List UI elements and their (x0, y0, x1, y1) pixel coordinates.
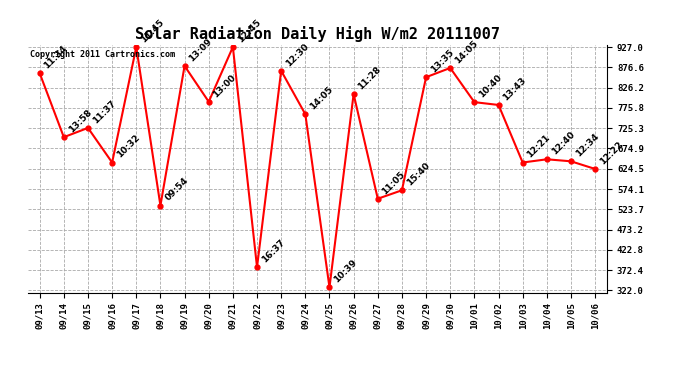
Text: 11:34: 11:34 (43, 44, 69, 70)
Text: 13:43: 13:43 (502, 75, 528, 102)
Text: Copyright 2011 Cartronics.com: Copyright 2011 Cartronics.com (30, 50, 175, 59)
Text: 16:37: 16:37 (260, 238, 286, 264)
Text: 10:32: 10:32 (115, 133, 141, 160)
Text: 11:37: 11:37 (91, 98, 117, 125)
Text: 11:28: 11:28 (357, 65, 383, 92)
Text: 11:05: 11:05 (381, 170, 407, 196)
Text: 12:30: 12:30 (284, 42, 310, 68)
Text: 12:22: 12:22 (598, 140, 624, 166)
Text: 15:40: 15:40 (405, 161, 431, 188)
Text: 12:34: 12:34 (574, 132, 600, 159)
Text: 14:05: 14:05 (308, 85, 335, 111)
Text: 13:58: 13:58 (67, 108, 93, 134)
Text: 12:21: 12:21 (526, 133, 552, 160)
Text: 13:00: 13:00 (212, 72, 238, 99)
Text: 11:45: 11:45 (139, 18, 166, 44)
Text: 10:40: 10:40 (477, 73, 504, 99)
Text: 09:54: 09:54 (164, 176, 190, 203)
Text: 13:35: 13:35 (429, 48, 455, 74)
Text: 12:40: 12:40 (550, 130, 576, 156)
Text: 14:05: 14:05 (453, 39, 480, 65)
Text: 10:39: 10:39 (333, 258, 359, 285)
Title: Solar Radiation Daily High W/m2 20111007: Solar Radiation Daily High W/m2 20111007 (135, 27, 500, 42)
Text: 12:45: 12:45 (236, 18, 262, 44)
Text: 13:09: 13:09 (188, 36, 214, 63)
